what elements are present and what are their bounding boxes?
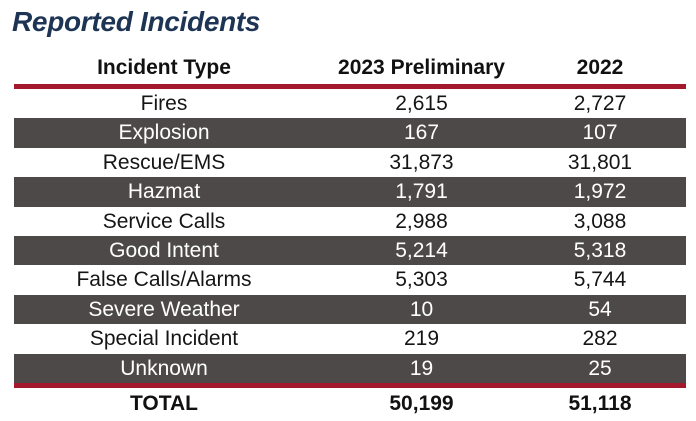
- value-2023-cell: 167: [403, 121, 440, 145]
- incident-type-cell: Good Intent: [109, 238, 219, 262]
- value-2023-cell: 2,615: [395, 92, 448, 115]
- value-2022-cell: 5,318: [573, 238, 627, 262]
- header-2022: 2022: [576, 56, 624, 79]
- table-row: Severe Weather 10 54: [14, 294, 686, 325]
- value-2023-cell: 19: [409, 356, 434, 380]
- value-2022-cell: 54: [588, 297, 612, 321]
- incidents-table: Incident Type 2023 Preliminary 2022 Fire…: [14, 50, 686, 421]
- value-2022-cell: 31,801: [567, 150, 633, 174]
- table-body: Fires 2,615 2,727 Explosion 167 107 Rescue/EMS…: [14, 89, 686, 383]
- value-2023-cell: 2,988: [395, 209, 448, 233]
- incident-type-cell: Rescue/EMS: [102, 150, 226, 174]
- value-2023-cell: 10: [409, 297, 434, 321]
- incident-type-cell: Fires: [140, 92, 188, 115]
- incident-type-cell: Unknown: [120, 356, 208, 380]
- header-incident-type: Incident Type: [97, 56, 231, 79]
- total-label: TOTAL: [129, 391, 199, 415]
- table-header: Incident Type 2023 Preliminary 2022: [14, 50, 686, 84]
- value-2022-cell: 1,972: [573, 180, 627, 204]
- table-row: False Calls/Alarms 5,303 5,744: [14, 265, 686, 294]
- value-2023-cell: 5,303: [395, 268, 448, 292]
- value-2022-cell: 3,088: [573, 209, 627, 233]
- table-row: Service Calls 2,988 3,088: [14, 207, 686, 236]
- incident-type-cell: Explosion: [118, 121, 210, 145]
- table-row: Unknown 19 25: [14, 353, 686, 383]
- value-2022-cell: 2,727: [573, 92, 627, 115]
- value-2022-cell: 25: [588, 356, 612, 380]
- table-row: Special Incident 219 282: [14, 324, 686, 353]
- table-row: Good Intent 5,214 5,318: [14, 235, 686, 266]
- total-2023-value: 50,199: [389, 391, 454, 415]
- value-2023-cell: 31,873: [389, 150, 454, 174]
- value-2022-cell: 282: [582, 327, 618, 351]
- incident-type-cell: Special Incident: [89, 327, 239, 351]
- header-rule: [14, 84, 686, 89]
- table-row: Explosion 167 107: [14, 118, 686, 148]
- incident-type-cell: False Calls/Alarms: [76, 268, 252, 292]
- header-2023-preliminary: 2023 Preliminary: [338, 56, 505, 79]
- incident-type-cell: Severe Weather: [88, 297, 240, 321]
- value-2022-cell: 5,744: [573, 268, 627, 292]
- value-2022-cell: 107: [582, 121, 618, 145]
- total-row: TOTAL 50,199 51,118: [14, 388, 686, 421]
- total-rule: [14, 382, 686, 388]
- table-row: Hazmat 1,791 1,972: [14, 177, 686, 207]
- value-2023-cell: 1,791: [395, 180, 448, 204]
- incident-type-cell: Service Calls: [102, 209, 226, 233]
- value-2023-cell: 5,214: [395, 238, 448, 262]
- incident-type-cell: Hazmat: [127, 180, 201, 204]
- page-title: Reported Incidents: [12, 6, 261, 37]
- table-row: Fires 2,615 2,727: [14, 89, 686, 118]
- value-2023-cell: 219: [403, 327, 440, 351]
- total-2022-value: 51,118: [568, 391, 632, 415]
- table-row: Rescue/EMS 31,873 31,801: [14, 148, 686, 177]
